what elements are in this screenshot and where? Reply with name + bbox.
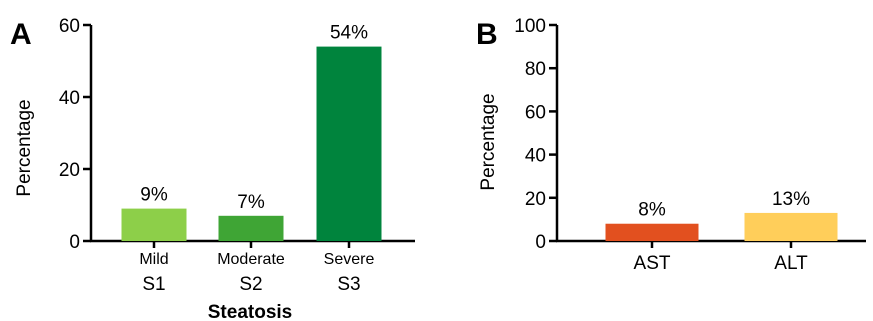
panel-letter-b: B	[476, 18, 498, 51]
data-label: 8%	[638, 200, 666, 221]
y-tick-label: 20	[525, 189, 546, 210]
y-axis-title-b: Percentage	[478, 93, 499, 190]
y-tick-label: 100	[514, 16, 546, 37]
category-sublabel: Mild	[139, 251, 168, 268]
bar-ast	[605, 223, 699, 241]
category-label: S3	[337, 274, 360, 295]
panel-letter-a: A	[10, 18, 32, 51]
y-tick-label: 0	[535, 232, 546, 253]
bar-s1	[121, 208, 187, 241]
y-tick-label: 60	[59, 16, 80, 37]
category-label: AST	[634, 253, 671, 274]
chart-panel-b: 0 20 40 60 80 100 8% AST 13% ALT	[514, 16, 866, 274]
category-sublabel: Severe	[324, 251, 375, 268]
bar-alt	[744, 212, 838, 241]
category-label: S2	[239, 274, 262, 295]
data-label: 13%	[772, 189, 810, 210]
category-label: ALT	[774, 253, 808, 274]
bar-s2	[218, 215, 284, 241]
data-label: 9%	[140, 185, 168, 206]
data-label: 54%	[330, 23, 368, 44]
y-tick-label: 0	[69, 232, 80, 253]
chart-panel-a: 0 20 40 60 9% Mild S1 7% Moderate S2 54% Severe S3	[59, 16, 415, 295]
y-tick-label: 20	[59, 160, 80, 181]
x-axis-title-a: Steatosis	[208, 302, 292, 321]
data-label: 7%	[237, 192, 265, 213]
category-label: S1	[142, 274, 165, 295]
y-axis-title-a: Percentage	[14, 99, 35, 196]
y-tick-label: 40	[525, 146, 546, 167]
y-tick-label: 60	[525, 102, 546, 123]
y-tick-label: 40	[59, 88, 80, 109]
y-tick-label: 80	[525, 59, 546, 80]
bar-s3	[316, 46, 382, 241]
category-sublabel: Moderate	[217, 251, 285, 268]
